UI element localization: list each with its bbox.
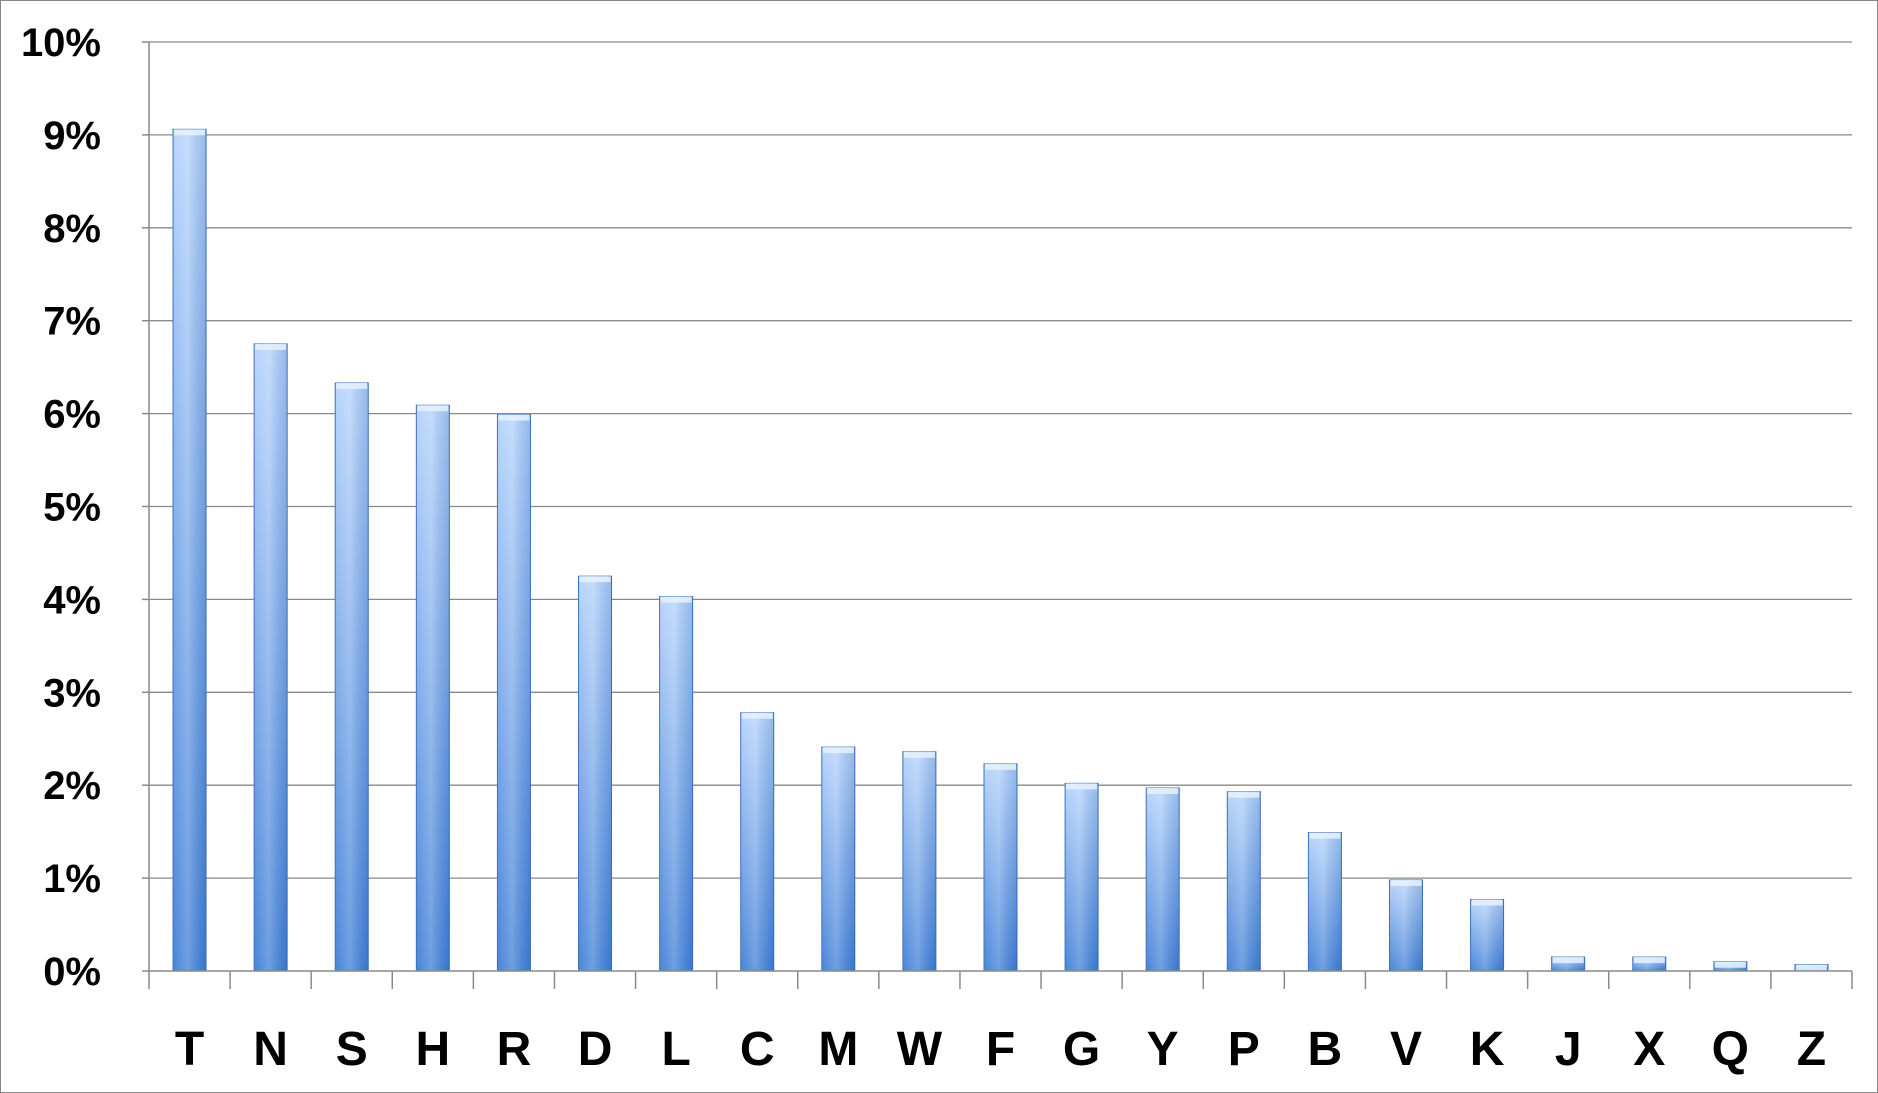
bar-cap <box>1552 957 1584 964</box>
x-tick-label: S <box>336 1023 368 1076</box>
bar-s <box>334 382 369 972</box>
bar-d <box>578 575 613 972</box>
bar-shine <box>1146 787 1180 971</box>
bar-shine <box>821 747 855 971</box>
bar-v <box>1388 879 1423 972</box>
bar-cap <box>1228 791 1260 798</box>
bar-cap <box>1390 879 1422 886</box>
bar-cap <box>1714 961 1746 968</box>
bar-cap <box>336 382 368 389</box>
x-tick-label: V <box>1390 1023 1422 1076</box>
bar-cap <box>1795 964 1827 971</box>
x-tick-label: W <box>897 1023 943 1076</box>
bar-r <box>496 414 531 972</box>
bar-shine <box>1065 783 1099 971</box>
bar-b <box>1307 832 1342 972</box>
bar-f <box>983 763 1018 972</box>
x-tick-label: R <box>497 1023 532 1076</box>
x-tick-label: G <box>1063 1023 1100 1076</box>
bar-shine <box>335 382 369 971</box>
x-axis <box>148 42 1853 989</box>
bars <box>172 128 1829 972</box>
x-tick-label: L <box>661 1023 690 1076</box>
bar-cap <box>255 343 287 350</box>
bar-cap <box>660 596 692 603</box>
bar-cap <box>1309 832 1341 839</box>
bar-shine <box>173 129 207 972</box>
x-tick-label: B <box>1308 1023 1343 1076</box>
bar-cap <box>985 763 1016 770</box>
bar-y <box>1145 787 1180 972</box>
bar-shine <box>578 576 612 971</box>
y-tick-label: 1% <box>43 857 101 901</box>
y-tick-label: 4% <box>43 578 101 622</box>
bar-cap <box>1066 783 1098 790</box>
bar-cap <box>174 129 206 136</box>
bar-shine <box>1308 832 1342 971</box>
y-tick-label: 6% <box>43 393 101 437</box>
x-tick-label: D <box>578 1023 613 1076</box>
bar-shine <box>740 712 774 971</box>
bar-shine <box>1227 791 1261 971</box>
bar-cap <box>1633 957 1665 964</box>
bar-z <box>1794 963 1829 972</box>
x-tick-label: N <box>253 1023 288 1076</box>
y-tick-label: 5% <box>43 486 101 530</box>
bar-h <box>415 404 450 972</box>
x-tick-label: H <box>415 1023 450 1076</box>
bar-x <box>1632 956 1667 972</box>
bar-q <box>1713 961 1748 972</box>
bar-shine <box>984 763 1017 971</box>
bar-m <box>821 746 856 972</box>
y-tick-label: 7% <box>43 300 101 344</box>
bar-c <box>740 712 775 972</box>
x-tick-label: F <box>986 1023 1015 1076</box>
bar-g <box>1064 782 1099 972</box>
bar-w <box>902 751 937 972</box>
y-tick-label: 10% <box>21 21 101 65</box>
x-tick-label: C <box>740 1023 775 1076</box>
x-tick-label: K <box>1470 1023 1505 1076</box>
bar-shine <box>1389 879 1423 971</box>
bar-t <box>172 128 207 972</box>
bar-cap <box>822 747 854 754</box>
x-tick-label: X <box>1633 1023 1665 1076</box>
bar-cap <box>741 712 773 719</box>
bar-shine <box>497 414 531 971</box>
bar-n <box>253 343 288 972</box>
y-tick-label: 3% <box>43 671 101 715</box>
x-tick-label: T <box>175 1023 204 1076</box>
bar-shine <box>902 751 936 971</box>
x-tick-label: J <box>1555 1023 1582 1076</box>
bar-shine <box>659 596 693 971</box>
bar-cap <box>498 414 530 421</box>
x-tick-label: Q <box>1712 1023 1749 1076</box>
bar-j <box>1551 956 1586 972</box>
x-tick-label: Z <box>1797 1023 1826 1076</box>
bar-shine <box>254 343 288 971</box>
x-tick-label: P <box>1228 1023 1260 1076</box>
y-tick-label: 8% <box>43 207 101 251</box>
bar-cap <box>417 405 449 412</box>
bar-l <box>659 596 694 972</box>
bar-shine <box>416 405 450 971</box>
y-axis-labels: 0% 1% 2% 3% 4% 5% 6% 7% 8% 9% 10% <box>21 21 101 994</box>
bar-cap <box>1471 899 1503 906</box>
y-tick-label: 2% <box>43 764 101 808</box>
bar-k <box>1470 898 1505 972</box>
bar-cap <box>579 576 611 583</box>
bar-cap <box>903 751 935 758</box>
y-tick-label: 0% <box>43 950 101 994</box>
bar-shine <box>1470 899 1504 971</box>
bar-cap <box>1147 787 1179 794</box>
x-tick-label: M <box>818 1023 858 1076</box>
x-tick-label: Y <box>1147 1023 1179 1076</box>
bar-p <box>1226 791 1261 972</box>
y-tick-label: 9% <box>43 114 101 158</box>
